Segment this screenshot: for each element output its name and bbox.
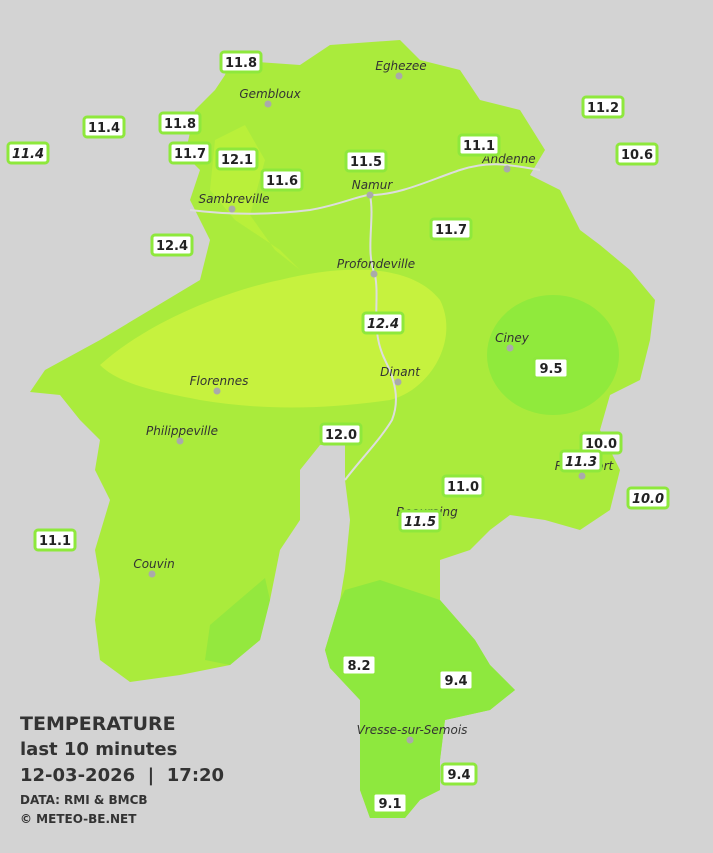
station-value: 9.4	[444, 674, 467, 689]
city-label: Couvin	[133, 557, 174, 571]
station-box	[581, 95, 625, 119]
station-box	[440, 762, 478, 786]
stations: 11.8 11.4 11.4 11.8 11.7 12.1 11.6 11.5 11.1 11.2…	[6, 50, 670, 815]
station-value: 10.0	[632, 492, 664, 507]
city-label: Gembloux	[239, 87, 301, 101]
city-dot	[503, 165, 511, 173]
station-box	[437, 668, 475, 692]
station-value: 11.0	[447, 480, 479, 495]
station-box	[33, 528, 77, 552]
station-value: 11.1	[39, 534, 71, 549]
station-value: 11.5	[404, 515, 436, 530]
station-value: 10.6	[621, 148, 653, 163]
cool-zone	[205, 578, 270, 665]
station-box	[319, 422, 363, 446]
station-box	[340, 653, 378, 677]
cool-zone	[487, 295, 619, 415]
station-value: 12.4	[367, 317, 399, 332]
station-value: 11.4	[12, 147, 44, 162]
station-value: 9.4	[447, 768, 470, 783]
station-box	[344, 149, 388, 173]
station-value: 11.3	[565, 455, 597, 470]
station-value: 11.4	[88, 121, 120, 136]
station-value: 11.2	[587, 101, 619, 116]
city-label: Profondeville	[337, 257, 415, 271]
city-dot	[228, 205, 236, 213]
station-box	[532, 356, 570, 380]
station-box	[6, 141, 50, 165]
legend-source: DATA: RMI & BMCB	[20, 793, 148, 807]
station-box	[150, 233, 194, 257]
city-label: Philippeville	[146, 424, 218, 438]
station-value: 10.0	[585, 437, 617, 452]
city-dot	[176, 437, 184, 445]
legend-period: last 10 minutes	[20, 739, 177, 760]
station-value: 11.8	[225, 56, 257, 71]
city-dot	[506, 344, 514, 352]
station-box	[626, 486, 670, 510]
legend-copyright: © METEO-BE.NET	[20, 812, 137, 826]
city-dot	[213, 387, 221, 395]
city-label: Vresse-sur-Semois	[357, 723, 468, 737]
station-value: 11.7	[174, 147, 206, 162]
station-box	[215, 147, 259, 171]
station-value: 12.4	[156, 239, 188, 254]
legend-datetime: 12-03-2026 | 17:20	[20, 765, 224, 786]
station-box	[168, 141, 212, 165]
station-value: 12.0	[325, 428, 357, 443]
legend-title: TEMPERATURE	[20, 713, 176, 735]
city-dot	[406, 736, 414, 744]
city-dot	[366, 191, 374, 199]
station-value: 11.8	[164, 117, 196, 132]
station-box	[457, 133, 501, 157]
station-value: 12.1	[221, 153, 253, 168]
station-value: 9.1	[378, 797, 401, 812]
station-box	[82, 115, 126, 139]
station-box	[219, 50, 263, 74]
station-box	[398, 509, 442, 533]
station-box	[429, 217, 473, 241]
city-dot	[370, 270, 378, 278]
station-box	[559, 449, 603, 473]
station-value: 11.7	[435, 223, 467, 238]
city-dot	[264, 100, 272, 108]
city-dot	[148, 570, 156, 578]
station-value: 8.2	[347, 659, 370, 674]
warm-zone	[100, 269, 447, 408]
city-dot	[578, 472, 586, 480]
city-label: Ciney	[495, 331, 530, 345]
city-label: Sambreville	[198, 192, 269, 206]
station-box	[260, 168, 304, 192]
station-box	[361, 311, 405, 335]
cities: EghezeeGemblouxAndenneNamurSambrevillePr…	[133, 59, 615, 744]
city-label: Florennes	[190, 374, 249, 388]
station-value: 9.5	[539, 362, 562, 377]
city-label: Dinant	[380, 365, 421, 379]
city-dot	[394, 378, 402, 386]
station-box	[371, 791, 409, 815]
city-dot	[395, 72, 403, 80]
city-label: Eghezee	[375, 59, 426, 73]
cool-zone	[325, 580, 515, 818]
station-box	[615, 142, 659, 166]
city-label: Namur	[352, 178, 394, 192]
station-value: 11.5	[350, 155, 382, 170]
station-box	[441, 474, 485, 498]
station-box	[158, 111, 202, 135]
station-value: 11.6	[266, 174, 298, 189]
station-value: 11.1	[463, 139, 495, 154]
